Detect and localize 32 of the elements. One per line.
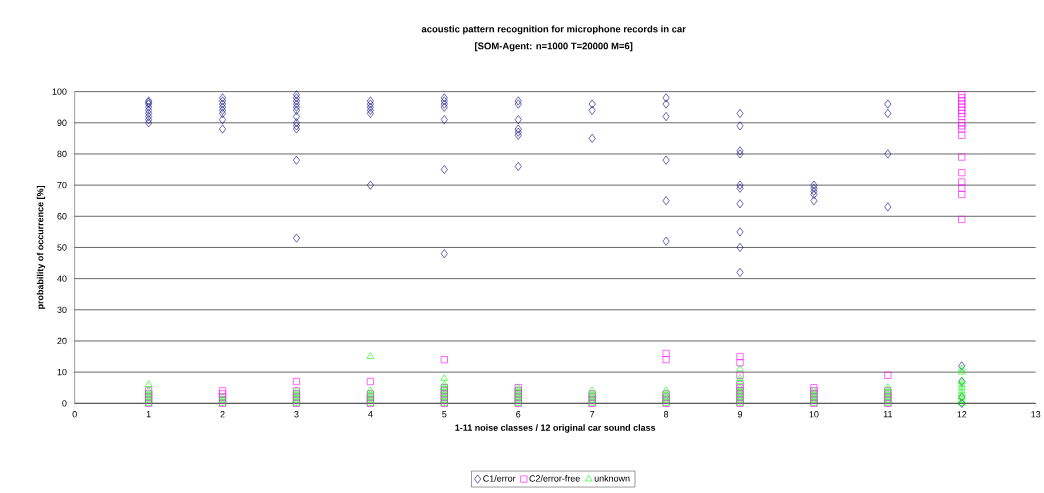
x-tick-label: 2 <box>220 411 225 418</box>
x-tick-label: 11 <box>883 411 893 418</box>
x-tick-label: 8 <box>663 411 669 418</box>
x-tick-label: 12 <box>957 411 967 418</box>
x-tick-label: 4 <box>368 411 373 418</box>
y-tick-label: 30 <box>57 306 67 314</box>
y-axis-title: probability of occurrence [%] <box>36 186 46 309</box>
x-tick-label: 3 <box>294 411 299 418</box>
y-tick-label: 80 <box>57 150 67 158</box>
y-tick-label: 100 <box>52 88 67 95</box>
x-tick-label: 0 <box>72 411 77 418</box>
legend-label: C1/error <box>483 475 516 482</box>
x-tick-label: 9 <box>737 411 743 418</box>
legend-label: C2/error-free <box>529 475 580 482</box>
legend-label: unknown <box>594 475 630 482</box>
x-tick-label: 7 <box>590 411 595 418</box>
chart-title: acoustic pattern recognition for microphone records in car <box>421 25 686 35</box>
chart-subtitle: [SOM-Agent: n=1000 T=20000 M=6] <box>475 42 633 52</box>
y-tick-label: 70 <box>57 181 67 189</box>
x-tick-label: 5 <box>442 411 447 418</box>
x-axis-title: 1-11 noise classes / 12 original car sound class <box>455 424 656 433</box>
y-tick-label: 0 <box>62 400 67 407</box>
y-tick-label: 20 <box>57 337 67 345</box>
y-tick-label: 90 <box>57 119 67 126</box>
x-tick-label: 13 <box>1031 411 1041 418</box>
y-tick-label: 60 <box>57 213 67 220</box>
y-tick-label: 10 <box>57 369 67 376</box>
y-tick-label: 50 <box>57 244 67 251</box>
x-tick-label: 1 <box>146 411 151 418</box>
x-tick-label: 10 <box>809 411 819 418</box>
x-tick-label: 6 <box>516 411 521 418</box>
y-tick-label: 40 <box>57 275 67 282</box>
